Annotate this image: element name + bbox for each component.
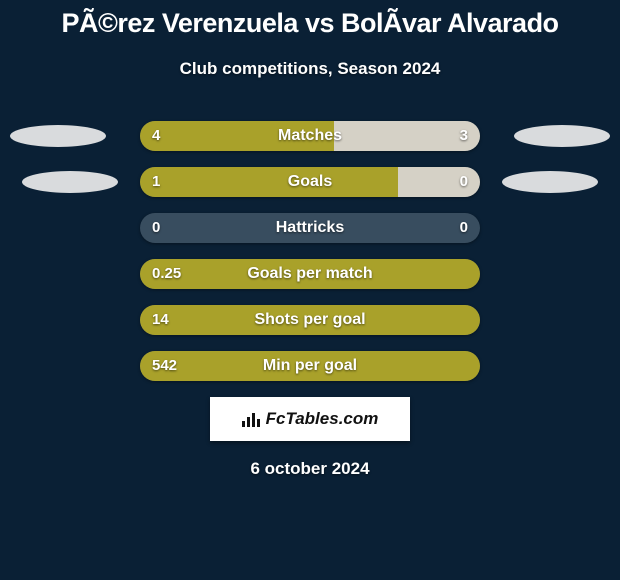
team-marker-left bbox=[22, 171, 118, 193]
stat-value-right: 3 bbox=[460, 121, 468, 151]
stat-label: Matches bbox=[140, 121, 480, 151]
stat-rows: Matches43Goals10Hattricks00Goals per mat… bbox=[0, 121, 620, 381]
logo: FcTables.com bbox=[242, 409, 379, 429]
stat-label: Hattricks bbox=[140, 213, 480, 243]
team-marker-left bbox=[10, 125, 106, 147]
stat-row: Goals per match0.25 bbox=[0, 259, 620, 289]
team-marker-right bbox=[514, 125, 610, 147]
stat-value-left: 1 bbox=[152, 167, 160, 197]
stat-value-right: 0 bbox=[460, 213, 468, 243]
stat-row: Goals1 0 bbox=[0, 167, 620, 197]
bars-icon bbox=[242, 411, 262, 427]
stat-row: Min per goal542 bbox=[0, 351, 620, 381]
stat-value-left: 0.25 bbox=[152, 259, 181, 289]
stat-row: Hattricks0 0 bbox=[0, 213, 620, 243]
stat-row: Matches4 3 bbox=[0, 121, 620, 151]
date: 6 october 2024 bbox=[0, 459, 620, 479]
subtitle: Club competitions, Season 2024 bbox=[0, 59, 620, 79]
stat-value-left: 4 bbox=[152, 121, 160, 151]
stat-value-left: 14 bbox=[152, 305, 169, 335]
logo-box: FcTables.com bbox=[210, 397, 410, 441]
logo-text: FcTables.com bbox=[266, 409, 379, 429]
page-title: PÃ©rez Verenzuela vs BolÃ­var Alvarado bbox=[0, 0, 620, 39]
stat-label: Goals per match bbox=[140, 259, 480, 289]
stat-value-left: 542 bbox=[152, 351, 177, 381]
stat-label: Shots per goal bbox=[140, 305, 480, 335]
stat-value-right: 0 bbox=[460, 167, 468, 197]
stat-label: Min per goal bbox=[140, 351, 480, 381]
team-marker-right bbox=[502, 171, 598, 193]
stat-value-left: 0 bbox=[152, 213, 160, 243]
stat-row: Shots per goal14 bbox=[0, 305, 620, 335]
stat-label: Goals bbox=[140, 167, 480, 197]
